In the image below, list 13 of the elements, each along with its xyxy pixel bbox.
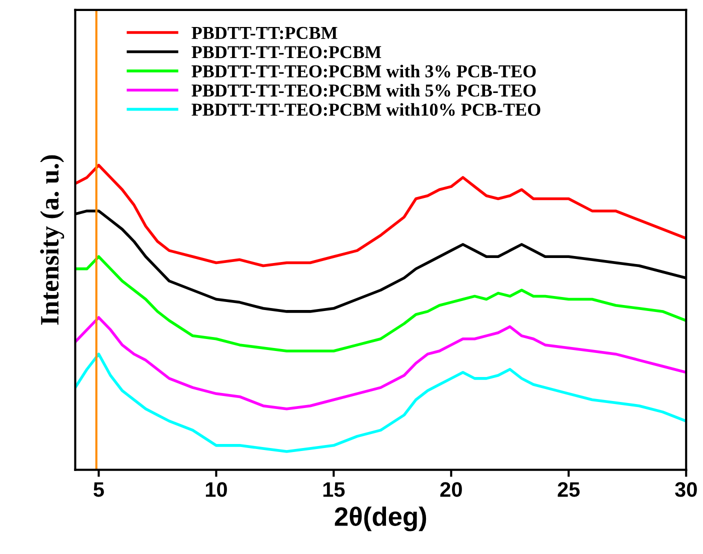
x-tick-label: 20 (440, 482, 462, 497)
x-tick-label: 10 (206, 482, 227, 497)
legend-label: PBDTT-TT-TEO:PCBM with 5% PCB-TEO (192, 84, 536, 97)
x-tick-label: 25 (558, 482, 580, 497)
x-axis-title: 2θ(deg) (334, 506, 426, 532)
legend-label: PBDTT-TT-TEO:PCBM with10% PCB-TEO (192, 103, 540, 116)
y-axis-title: Intensity (a. u.) (40, 155, 64, 325)
x-tick-label: 15 (323, 482, 345, 497)
legend-label: PBDTT-TT-TEO:PCBM (192, 46, 382, 58)
x-tick-label: 5 (94, 482, 104, 497)
legend-label: PBDTT-TT:PCBM (192, 26, 338, 40)
legend-label: PBDTT-TT-TEO:PCBM with 3% PCB-TEO (192, 64, 536, 78)
x-tick-label: 30 (675, 482, 697, 497)
